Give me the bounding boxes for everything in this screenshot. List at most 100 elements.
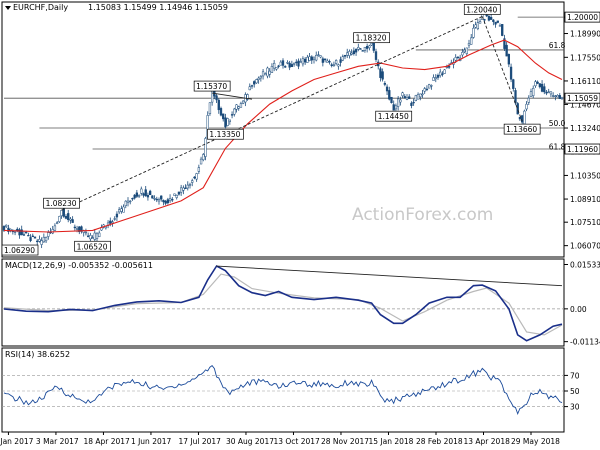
candle-body	[536, 81, 539, 84]
x-tick-label: 17 Jul 2017	[178, 437, 221, 446]
candle-body	[425, 88, 429, 91]
x-tick-label: 18 Apr 2017	[83, 437, 130, 446]
trendline	[61, 16, 483, 211]
candle-body	[199, 158, 203, 165]
candle-body	[264, 73, 267, 76]
candle-body	[501, 24, 504, 36]
candle-body	[86, 235, 90, 237]
candle-body	[233, 108, 236, 115]
rsi-tick-label: 50	[570, 387, 580, 396]
candle-body	[383, 82, 387, 85]
candle-body	[408, 96, 411, 99]
candle-body	[359, 48, 362, 50]
candle-body	[337, 64, 340, 67]
candle-body	[492, 19, 495, 22]
candle-body	[310, 56, 313, 61]
annotation-label: 1.06290	[4, 246, 35, 255]
macd-tick-label: 0.015338	[570, 260, 600, 269]
candle-body	[111, 221, 114, 224]
candle-body	[279, 61, 282, 66]
candle-body	[166, 199, 170, 204]
collapse-triangle-icon[interactable]	[5, 6, 11, 10]
x-tick-label: 1 Jun 2017	[131, 437, 172, 446]
x-tick-label: 30 Aug 2017	[226, 437, 274, 446]
price-tick-label: 1.16110	[570, 77, 600, 86]
trendline	[212, 92, 253, 100]
candle-body	[527, 97, 530, 103]
candle-body	[239, 103, 243, 108]
candle-body	[208, 102, 212, 115]
candle-body	[523, 110, 526, 125]
candle-body	[38, 238, 41, 242]
candle-body	[179, 187, 183, 193]
candle-body	[24, 231, 28, 234]
fib-label: 50.0	[549, 119, 566, 128]
candle-body	[474, 24, 477, 28]
candle-body	[306, 56, 309, 63]
candle-body	[31, 235, 34, 237]
candle-body	[175, 195, 178, 198]
candle-body	[326, 60, 329, 63]
rsi-line	[3, 364, 563, 416]
candle-body	[224, 117, 227, 128]
candle-body	[478, 21, 482, 24]
candle-body	[401, 92, 404, 97]
candle-body	[370, 42, 373, 46]
candle-body	[403, 96, 406, 98]
candle-body	[144, 189, 147, 197]
candle-body	[549, 91, 553, 95]
candle-body	[155, 198, 158, 201]
rsi-title: RSI(14) 38.6252	[5, 350, 70, 359]
rsi-tick-label: 70	[570, 371, 580, 380]
candle-body	[538, 83, 542, 88]
candle-body	[228, 119, 232, 122]
candle-body	[516, 103, 519, 115]
candle-body	[487, 16, 491, 21]
candle-body	[186, 184, 189, 189]
candle-body	[153, 198, 156, 200]
candle-body	[297, 60, 300, 67]
annotation-box	[375, 110, 413, 122]
candle-body	[255, 79, 258, 84]
candle-body	[518, 116, 522, 120]
candle-body	[115, 213, 119, 218]
candle-body	[226, 118, 229, 126]
watermark: ActionForex.com	[352, 205, 493, 225]
candle-body	[346, 52, 349, 56]
annotation-label: 1.08230	[46, 199, 77, 208]
candle-body	[554, 95, 557, 97]
candle-body	[308, 56, 311, 61]
annotation-label: 1.18320	[356, 34, 387, 43]
candle-body	[230, 114, 234, 116]
candle-body	[160, 195, 163, 200]
candle-body	[62, 208, 65, 217]
candle-body	[47, 232, 50, 237]
candle-body	[470, 37, 473, 45]
candle-body	[162, 199, 165, 203]
candle-body	[20, 229, 23, 236]
candle-body	[250, 85, 254, 87]
candle-body	[241, 100, 245, 104]
candle-body	[284, 66, 287, 68]
candle-body	[532, 88, 535, 96]
candle-body	[352, 50, 356, 54]
price-tick-label: 1.06070	[570, 242, 600, 251]
candle-body	[365, 45, 369, 49]
candle-body	[363, 46, 367, 51]
candle-body	[197, 167, 201, 172]
candle-body	[315, 54, 318, 61]
price-layer: 1.06070 1.07510 1.08910 1.10350 1.11960 1.132…	[1, 4, 600, 256]
x-tick-label: 13 Oct 2017	[273, 437, 320, 446]
candle-body	[412, 101, 415, 104]
candle-body	[151, 195, 154, 199]
candle-body	[556, 95, 559, 98]
candle-body	[465, 47, 468, 54]
candle-body	[394, 105, 398, 110]
candle-body	[354, 49, 358, 53]
candle-body	[215, 95, 218, 101]
candle-body	[321, 58, 325, 63]
candle-body	[558, 95, 561, 100]
annotation-box	[503, 123, 541, 135]
candle-body	[299, 61, 302, 63]
